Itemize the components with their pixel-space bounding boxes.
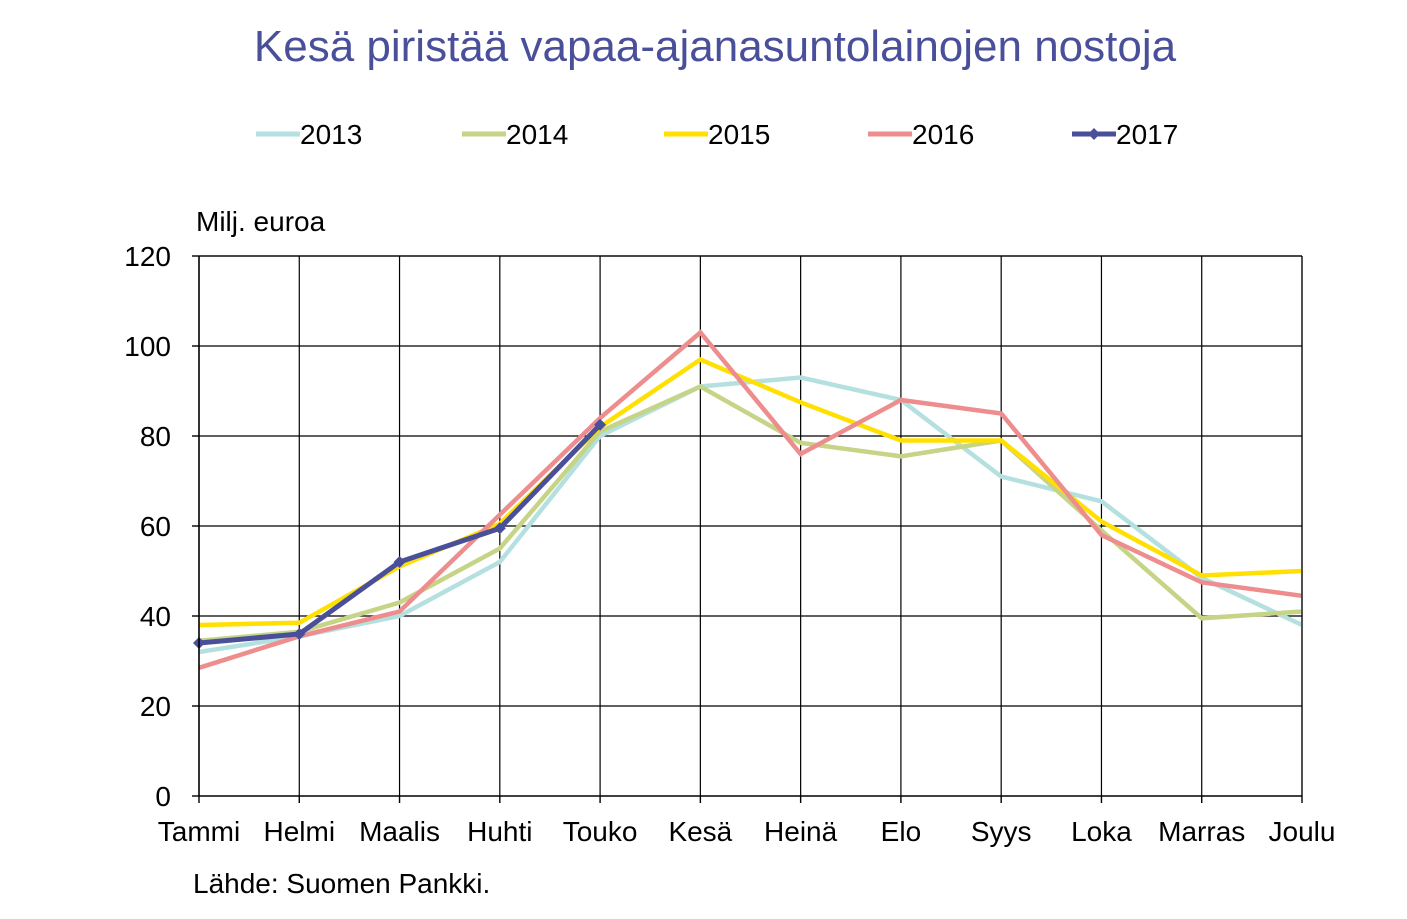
y-tick-label: 60 bbox=[140, 511, 171, 542]
series-line-2014 bbox=[198, 383, 1303, 644]
y-tick-label: 0 bbox=[155, 781, 171, 812]
y-axis-unit-label: Milj. euroa bbox=[196, 206, 326, 237]
legend-label-2017: 2017 bbox=[1116, 119, 1178, 150]
y-axis-tick-labels: 0 20 40 60 80 100 120 bbox=[124, 241, 171, 812]
y-tick-label: 20 bbox=[140, 691, 171, 722]
point-marker-2017 bbox=[393, 556, 406, 568]
y-tick-label: 80 bbox=[140, 421, 171, 452]
legend: 2013 2014 2015 2016 2017 bbox=[256, 119, 1178, 150]
source-note: Lähde: Suomen Pankki. bbox=[193, 868, 491, 899]
x-tick-label: Joulu bbox=[1269, 816, 1336, 847]
x-axis-tick-labels: Tammi Helmi Maalis Huhti Touko Kesä Heinä Elo Sy… bbox=[158, 816, 1336, 847]
x-tick-label: Loka bbox=[1071, 816, 1132, 847]
x-tick-label: Touko bbox=[563, 816, 638, 847]
series-lines bbox=[193, 329, 1303, 670]
series-line-2016 bbox=[198, 329, 1303, 670]
x-tick-label: Tammi bbox=[158, 816, 240, 847]
x-tick-label: Elo bbox=[881, 816, 921, 847]
legend-label-2015: 2015 bbox=[708, 119, 770, 150]
legend-marker-2017 bbox=[1088, 128, 1100, 140]
legend-label-2013: 2013 bbox=[300, 119, 362, 150]
x-tick-label: Heinä bbox=[764, 816, 838, 847]
point-marker-2017 bbox=[594, 418, 607, 431]
point-marker-2017 bbox=[493, 522, 506, 535]
x-tick-label: Maalis bbox=[359, 816, 440, 847]
x-tick-label: Kesä bbox=[668, 816, 732, 847]
chart-title: Kesä piristää vapaa-ajanasuntolainojen n… bbox=[253, 22, 1177, 71]
x-tick-label: Huhti bbox=[467, 816, 532, 847]
y-tick-label: 120 bbox=[124, 241, 171, 272]
legend-label-2016: 2016 bbox=[912, 119, 974, 150]
y-tick-label: 100 bbox=[124, 331, 171, 362]
y-tick-label: 40 bbox=[140, 601, 171, 632]
x-tick-label: Helmi bbox=[263, 816, 335, 847]
x-tick-label: Syys bbox=[971, 816, 1032, 847]
legend-label-2014: 2014 bbox=[506, 119, 568, 150]
point-marker-2017 bbox=[293, 628, 306, 640]
axes bbox=[192, 255, 1303, 803]
x-tick-label: Marras bbox=[1158, 816, 1245, 847]
